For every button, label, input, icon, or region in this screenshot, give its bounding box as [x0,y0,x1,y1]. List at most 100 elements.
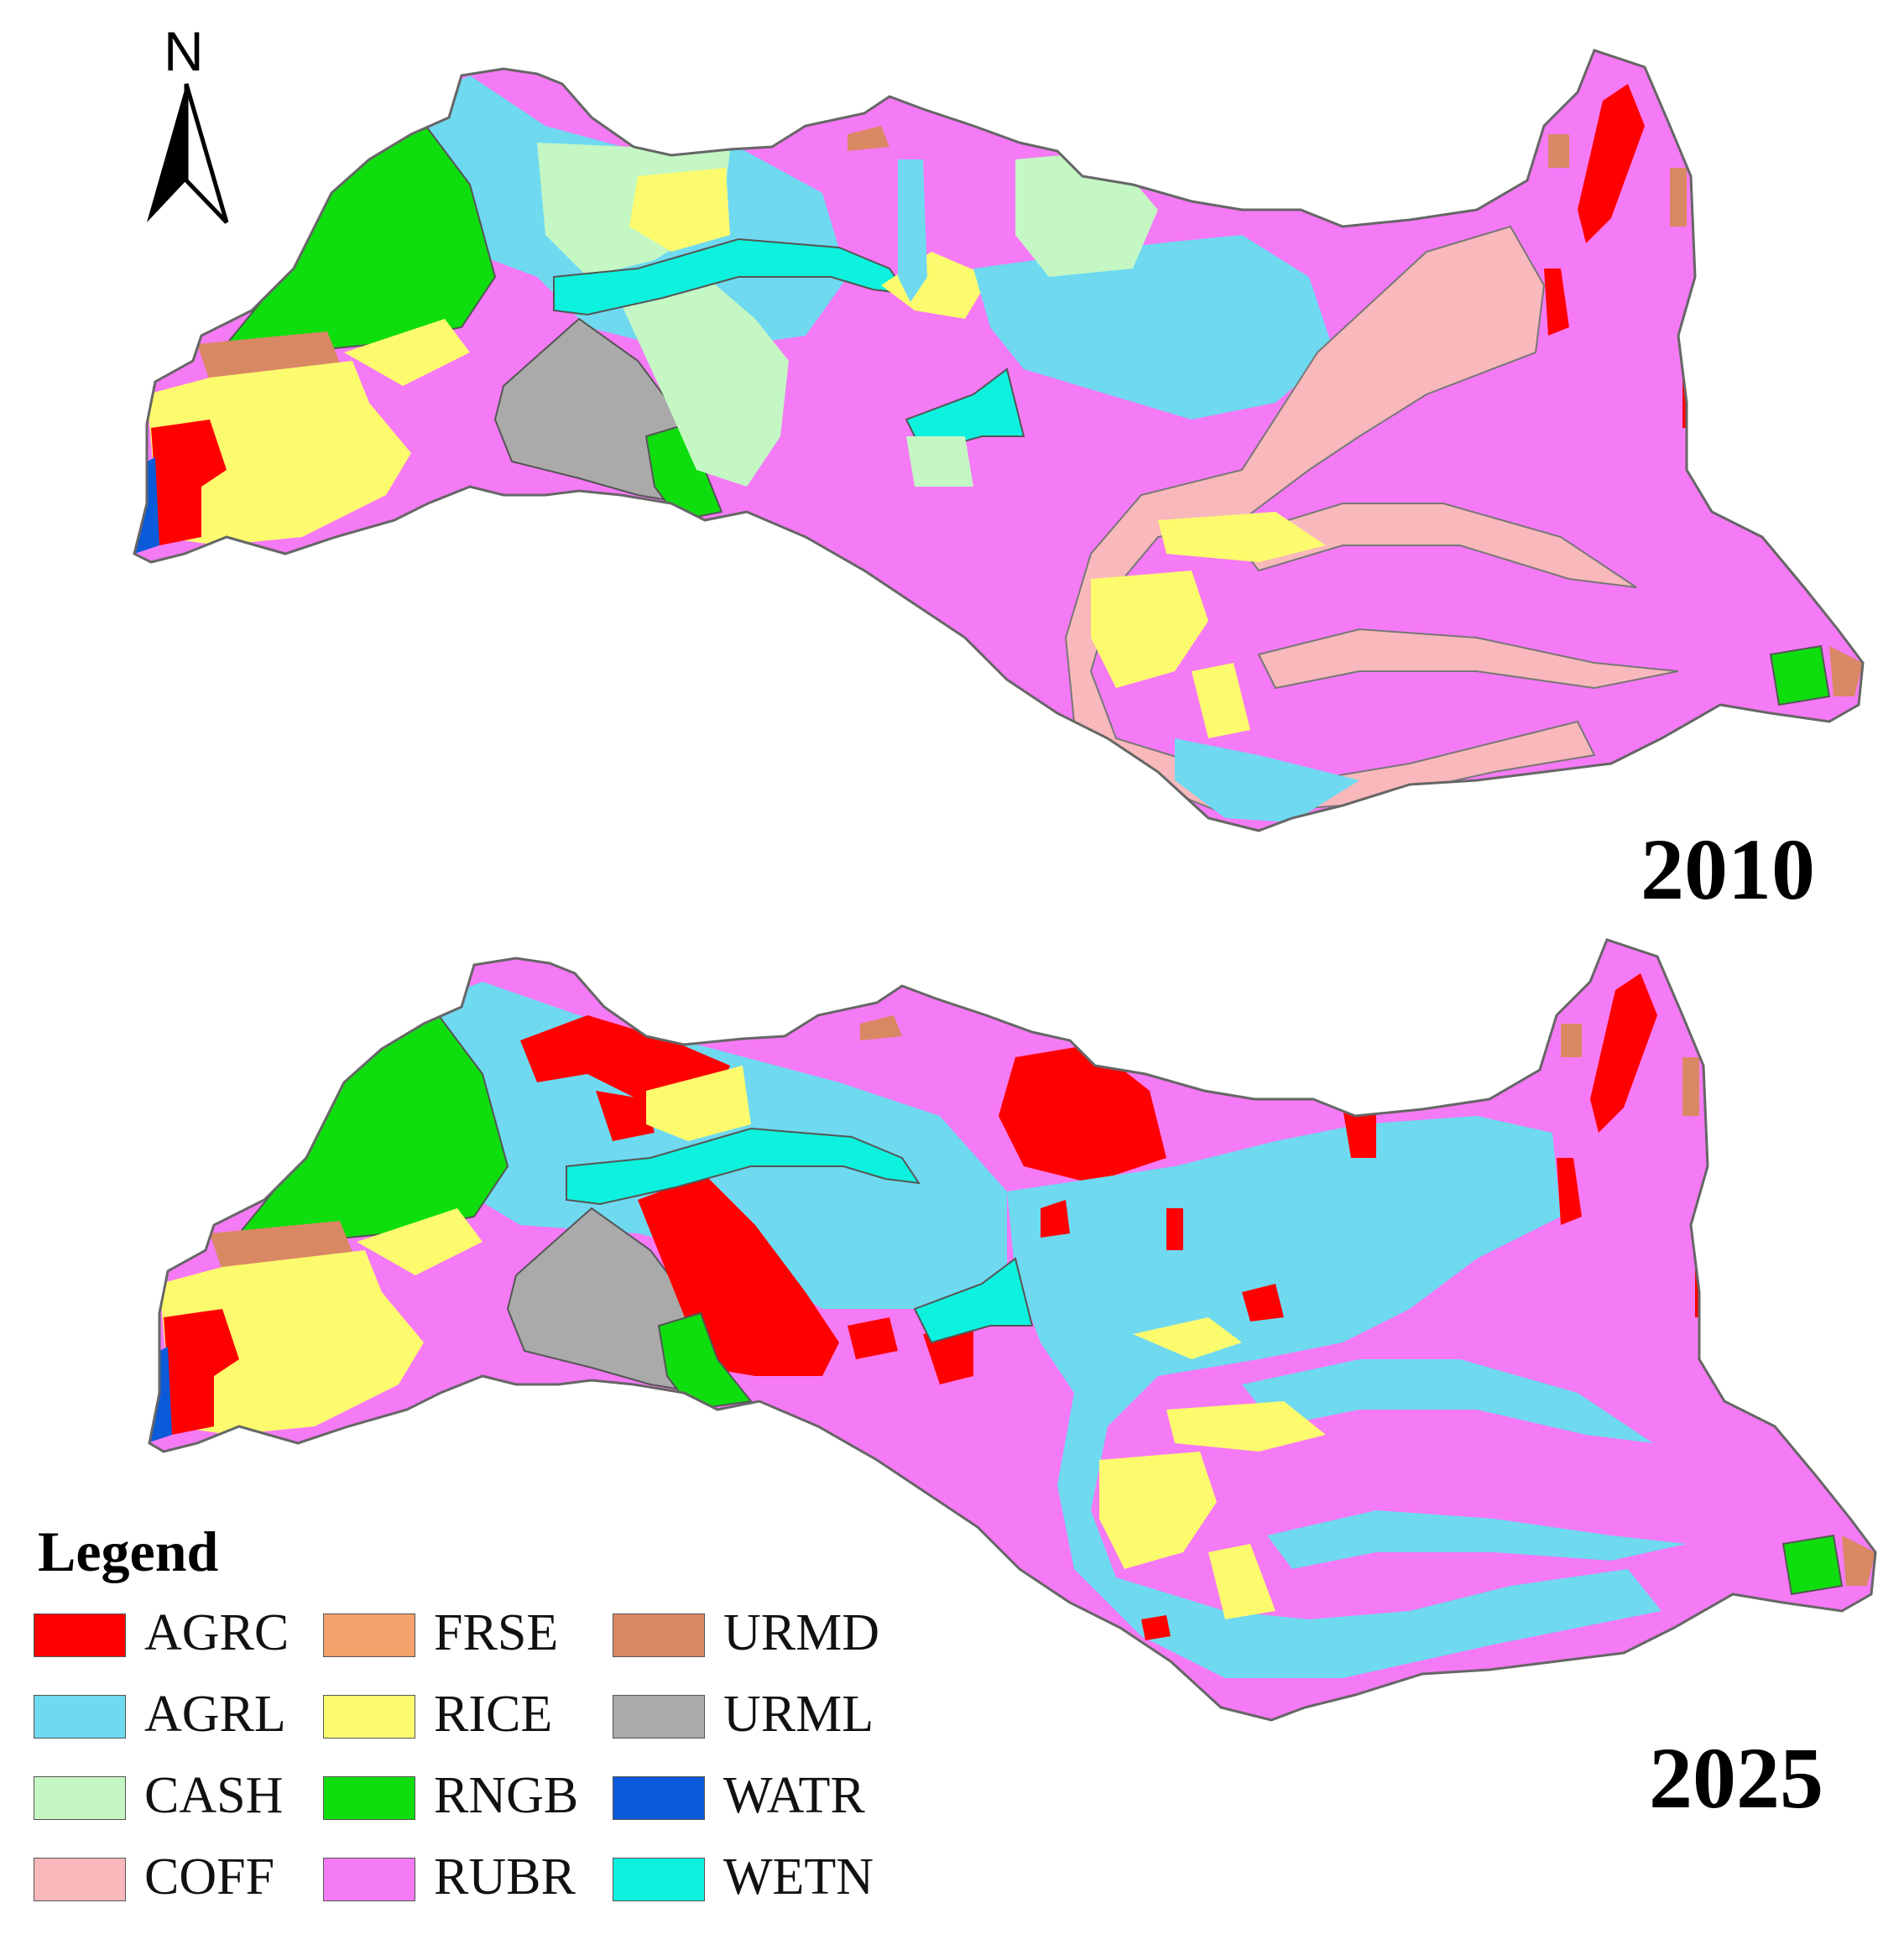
zone-agrc [1557,1158,1582,1225]
legend-item-coff: COFF [34,1848,319,1905]
zone-agrl [898,159,927,302]
zone-rice [1192,663,1250,738]
legend-item-agrl: AGRL [34,1686,319,1743]
zone-urmd [1561,1024,1582,1057]
zone-cash [906,436,973,487]
zone-agrc [164,1309,239,1435]
zone-urmd [848,126,889,151]
legend-swatch [323,1614,415,1657]
zone-urml [493,317,689,505]
legend-item-wetn: WETN [613,1848,898,1905]
zone-agrc [1166,1208,1183,1250]
legend-item-agrc: AGRC [34,1604,319,1661]
legend-item-cash: CASH [34,1767,319,1824]
legend-swatch [613,1858,705,1901]
zone-coff [1232,503,1637,588]
legend-label: RICE [434,1686,553,1743]
zone-rice [1208,1544,1275,1619]
zone-agrl [1175,738,1359,822]
zone-cash [613,268,789,487]
zone-agrl [327,982,1007,1309]
legend-item-urml: URML [613,1686,898,1743]
zone-agrc [1590,973,1657,1133]
legend-label: AGRC [144,1604,290,1661]
zone-watr [149,1347,172,1443]
year-label-2010: 2010 [1641,821,1815,918]
zone-agrc [1242,1284,1284,1322]
zone-rice [1133,1317,1242,1359]
zone-urmd [1829,646,1863,696]
north-arrow-icon [147,83,229,224]
legend-swatch [34,1858,126,1901]
legend-swatch [613,1776,705,1820]
zone-urmd [1670,168,1687,227]
map-2010 [133,49,1865,832]
year-label-2025: 2025 [1649,1730,1823,1827]
zone-rngb [1769,644,1831,706]
zone-agrl [973,235,1334,420]
zone-urmd [1682,1057,1699,1116]
zone-urmd [860,1015,902,1040]
zone-cash [1015,151,1158,277]
legend-swatch [323,1858,415,1901]
zone-rice [1158,512,1326,562]
zone-agrc [1141,1615,1171,1640]
zone-agrc [596,1091,655,1141]
legend-label: WETN [723,1848,874,1905]
zone-rice [1166,1401,1326,1452]
legend-swatch [34,1695,126,1739]
legend-label: RUBR [434,1848,576,1905]
zone-agrl [1267,1510,1687,1569]
zone-urmd [1842,1535,1875,1586]
legend-swatch [34,1776,126,1820]
legend-label: AGRL [144,1686,286,1743]
zone-rice [1099,1452,1217,1569]
legend-label: URMD [723,1604,880,1661]
zone-wetn [913,1257,1034,1344]
legend-label: FRSE [434,1604,559,1661]
zone-agrc [1578,84,1645,243]
zone-rice [646,1066,751,1141]
zone-urmd [1548,134,1569,168]
zone-agrc [848,1317,898,1359]
zone-rice [344,319,470,386]
legend-label: RNGB [434,1767,579,1824]
legend-swatch [613,1614,705,1657]
legend-item-frse: FRSE [323,1604,608,1661]
zone-agrc [1343,1108,1376,1158]
legend-item-urmd: URMD [613,1604,898,1661]
legend-label: WATR [723,1767,865,1824]
legend-swatch [613,1695,705,1739]
legend-swatch [323,1776,415,1820]
zone-rngb [657,1311,753,1411]
zone-agrl [1007,1116,1661,1678]
zone-agrc [999,1045,1166,1183]
legend-title: Legend [38,1520,219,1583]
legend-label: COFF [144,1848,275,1905]
zone-coff [1257,628,1679,690]
zone-rice [1091,571,1208,688]
zone-rice [147,361,411,545]
zone-agrc [1041,1200,1070,1238]
zone-wetn [566,1127,921,1206]
legend-swatch [34,1614,126,1657]
zone-rice [159,1250,424,1435]
zone-wetn [553,237,909,316]
legend-item-rngb: RNGB [323,1767,608,1824]
zone-agrc [1544,268,1569,336]
legend: Legend AGRC AGRL CASH COFF FRSE RICE RNGB RUBR U… [34,1523,957,1942]
zone-rngb [1781,1534,1844,1596]
zone-rice [357,1208,483,1275]
zone-watr [134,457,159,554]
zone-agrl [1242,1359,1653,1443]
zone-agrc [151,420,227,545]
north-letter: N [164,20,204,82]
legend-item-watr: WATR [613,1767,898,1824]
legend-label: CASH [144,1767,284,1824]
legend-swatch [323,1695,415,1739]
legend-label: URML [723,1686,874,1743]
legend-item-rubr: RUBR [323,1848,608,1905]
legend-item-rice: RICE [323,1686,608,1743]
